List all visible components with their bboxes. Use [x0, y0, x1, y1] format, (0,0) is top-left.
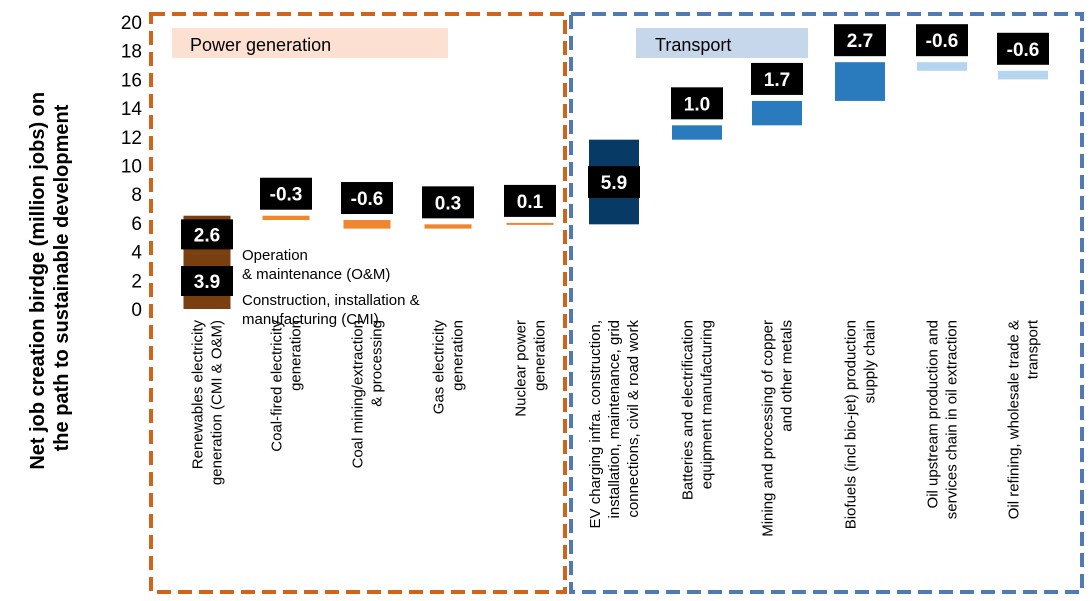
category-label-line: Nuclear power: [513, 320, 530, 417]
data-label: 2.6: [194, 225, 220, 246]
transport-title: Transport: [655, 35, 731, 55]
category-label-line: Coal-fired electricity: [269, 320, 286, 452]
power-generation-title: Power generation: [190, 35, 331, 55]
y-tick-label: 2: [131, 271, 142, 292]
bar-segment: [752, 100, 802, 126]
annotation-om-line-1: Operation: [242, 247, 308, 264]
transport-frame: [569, 12, 1084, 594]
data-label-box: [997, 32, 1049, 65]
category-labels-layer: Renewables electricity generation (CMI & …: [190, 319, 1042, 537]
y-tick-label: 8: [131, 185, 142, 206]
annotation-om-line-2: & maintenance (O&M): [242, 266, 390, 283]
data-label-box: [260, 177, 312, 210]
category-label: Oil upstream production and services chai…: [925, 320, 961, 519]
data-label-box: [588, 166, 640, 199]
category-label: Coal mining/extraction & processing: [350, 320, 386, 468]
data-label: 0.1: [517, 192, 544, 213]
y-axis-ticks: 0 2 4 6 8 10 12 14 16 18 20: [121, 13, 143, 321]
bar-segment: [424, 224, 472, 229]
annotation-cmi: Construction, installation & manufacturi…: [242, 292, 424, 328]
y-tick-label: 14: [121, 99, 143, 120]
category-label: Batteries and electrification equipment m…: [680, 320, 716, 500]
bar-segment: [835, 62, 885, 101]
y-tick-label: 0: [131, 300, 142, 321]
y-tick-label: 4: [131, 243, 142, 264]
category-label: Nuclear power generation: [513, 320, 549, 417]
bar-segment: [343, 220, 391, 229]
data-label-box: [341, 182, 393, 215]
data-label-box: [834, 24, 886, 57]
y-tick-label: 10: [121, 157, 142, 178]
data-label: -0.6: [1007, 40, 1040, 61]
category-label: Renewables electricity generation (CMI & …: [190, 320, 226, 486]
power-generation-title-box: [172, 28, 448, 58]
category-label-line: supply chain: [862, 320, 879, 403]
category-label-line: Mining and processing of copper: [760, 320, 777, 537]
category-label-line: generation: [288, 320, 305, 391]
category-label-line: generation: [450, 320, 467, 391]
bar-segment: [672, 125, 722, 140]
annotation-cmi-line-2: manufacturing (CMI): [242, 311, 379, 328]
category-label-line: and other metals: [779, 320, 796, 432]
category-label-line: generation: [532, 320, 549, 391]
category-label-line: Gas electricity: [431, 320, 448, 415]
annotation-om: Operation & maintenance (O&M): [242, 247, 390, 283]
data-label: 3.9: [194, 272, 220, 293]
y-axis-label-line-1: Net job creation birdge (million jobs) o…: [27, 92, 49, 470]
category-label-line: Coal mining/extraction: [350, 320, 367, 468]
y-tick-label: 6: [131, 214, 142, 235]
bar-segment: [998, 70, 1048, 80]
data-label-box: [422, 186, 474, 219]
power-generation-frame: [149, 12, 567, 594]
data-label: -0.6: [351, 189, 384, 210]
data-labels-layer: 3.9 2.6 -0.3 -0.6 0.3 0.1 5.9 1.0 1.7 2.7 -0.6 -0.6: [181, 24, 1049, 297]
category-label-line: equipment manufacturing: [699, 320, 716, 489]
bar-segment: [506, 222, 554, 225]
data-label-box: [671, 87, 723, 120]
category-label-line: & processing: [369, 320, 386, 407]
category-label-line: connections, civil & road work: [625, 320, 642, 518]
data-label: 5.9: [601, 173, 627, 194]
data-label-box: [181, 266, 233, 297]
category-label-line: installation, maintenance, grid: [606, 320, 623, 518]
category-label-line: Oil refining, wholesale trade &: [1006, 320, 1023, 519]
data-label: 0.3: [435, 193, 461, 214]
y-axis-label-line-2: the path to sustainable development: [51, 104, 73, 451]
category-label-line: generation (CMI & O&M): [209, 320, 226, 485]
y-tick-label: 18: [121, 42, 142, 63]
category-label-line: Oil upstream production and: [925, 320, 942, 508]
data-label-box: [751, 62, 803, 95]
category-label: Gas electricity generation: [431, 320, 467, 415]
data-label: -0.6: [926, 31, 959, 52]
category-label-line: transport: [1025, 319, 1042, 379]
category-label: Biofuels (incl bio-jet) production supply…: [843, 320, 879, 529]
category-label: Coal-fired electricity generation: [269, 320, 305, 452]
data-label-box: [504, 184, 556, 217]
data-label: 2.7: [847, 31, 873, 52]
data-label-box: [916, 24, 968, 57]
transport-title-box: [636, 28, 808, 58]
y-tick-label: 16: [121, 70, 142, 91]
annotation-cmi-line-1: Construction, installation &: [242, 292, 420, 309]
y-tick-label: 12: [121, 128, 142, 149]
category-label: Mining and processing of copper and other…: [760, 320, 796, 537]
category-label: Oil refining, wholesale trade & transport: [1006, 319, 1042, 519]
data-label: 1.7: [764, 70, 790, 91]
y-axis-label: Net job creation birdge (million jobs) o…: [27, 86, 73, 469]
category-label-line: Batteries and electrification: [680, 320, 697, 500]
category-label-line: EV charging infra. construction,: [587, 320, 604, 528]
category-label: EV charging infra. construction, installa…: [587, 320, 642, 529]
data-label-box: [181, 219, 233, 250]
y-tick-label: 20: [121, 13, 142, 34]
category-label-line: services chain in oil extraction: [944, 320, 961, 519]
bar-segment: [262, 215, 310, 221]
bar-segment: [917, 62, 967, 71]
data-label: -0.3: [270, 185, 303, 206]
category-label-line: Renewables electricity: [190, 320, 207, 470]
category-label-line: Biofuels (incl bio-jet) production: [843, 320, 860, 529]
data-label: 1.0: [684, 94, 710, 115]
